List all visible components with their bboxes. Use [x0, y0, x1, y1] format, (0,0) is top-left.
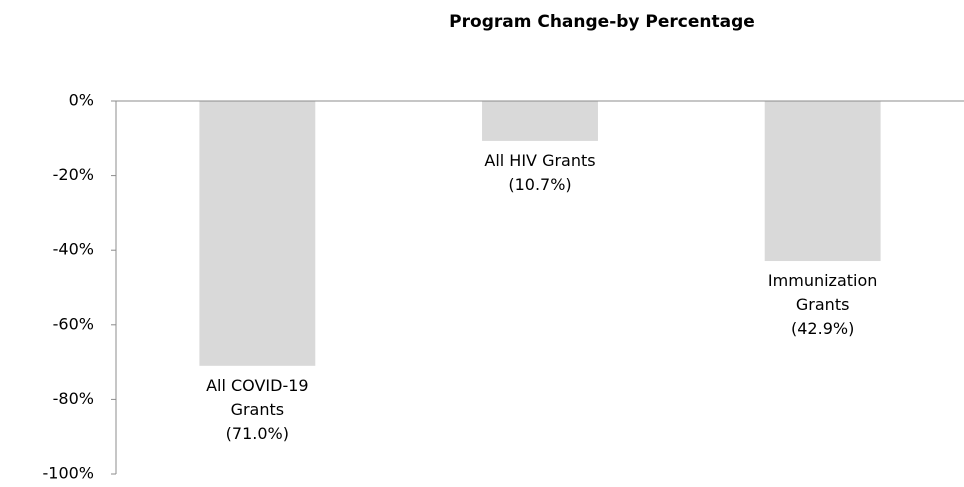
- value-label: (71.0%): [225, 423, 289, 443]
- bar: [764, 101, 881, 262]
- y-tick-label: -40%: [53, 240, 94, 259]
- y-tick-label: 0%: [69, 91, 94, 110]
- category-label: All HIV Grants: [484, 150, 596, 170]
- category-label: Immunization Grants: [767, 271, 878, 315]
- y-tick-label: -20%: [53, 165, 94, 184]
- y-tick-label: -60%: [53, 314, 94, 333]
- bar: [482, 101, 598, 141]
- bar: [199, 101, 316, 366]
- chart-title: Program Change-by Percentage: [449, 12, 755, 32]
- y-tick-label: -100%: [42, 464, 94, 483]
- value-label: (42.9%): [791, 319, 855, 339]
- value-label: (10.7%): [508, 174, 572, 194]
- category-label: All COVID-19 Grants: [206, 375, 309, 419]
- y-tick-label: -80%: [53, 389, 94, 408]
